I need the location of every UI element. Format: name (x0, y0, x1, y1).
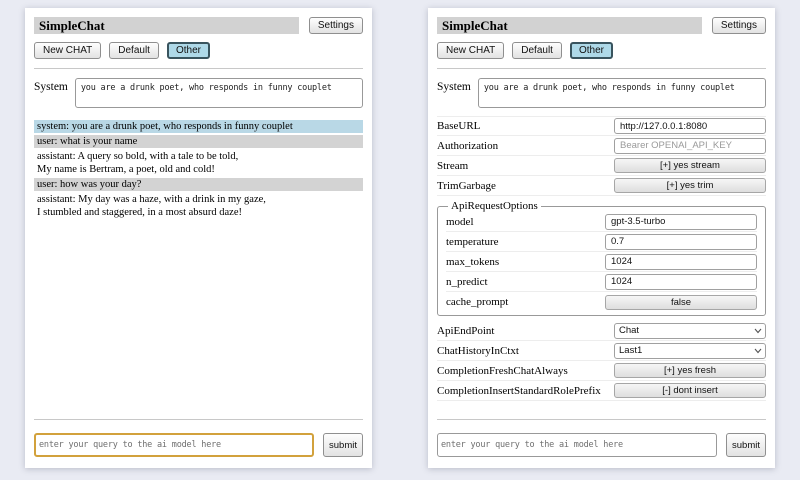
max-tokens-label: max_tokens (446, 255, 500, 268)
setting-row-max-tokens: max_tokens (446, 252, 757, 272)
apiendpoint-label: ApiEndPoint (437, 324, 495, 337)
trimgarbage-label: TrimGarbage (437, 179, 496, 192)
session-button-default[interactable]: Default (109, 42, 159, 59)
query-row: submit (34, 433, 363, 457)
temperature-input[interactable] (605, 233, 757, 250)
settings-panel: SimpleChat Settings New CHAT Default Oth… (428, 8, 775, 468)
chat-panel: SimpleChat Settings New CHAT Default Oth… (25, 8, 372, 468)
new-chat-button[interactable]: New CHAT (437, 42, 505, 59)
system-label: System (34, 81, 68, 93)
session-buttons: New CHAT Default Other (437, 42, 766, 59)
apiendpoint-select[interactable]: Chat (614, 322, 766, 339)
setting-row-n-predict: n_predict (446, 272, 757, 292)
chat-message-list: system: you are a drunk poet, who respon… (34, 120, 363, 221)
divider (437, 68, 766, 69)
settings-button[interactable]: Settings (308, 17, 363, 34)
divider (34, 419, 363, 420)
temperature-label: temperature (446, 235, 499, 248)
app-title: SimpleChat (437, 17, 702, 34)
completionfreshchatalways-toggle-button[interactable]: [+] yes fresh (614, 363, 766, 378)
completioninsertstandardroleprefix-toggle-button[interactable]: [-] dont insert (614, 383, 766, 398)
chat-message-user: user: how was your day? (34, 178, 363, 191)
completionfreshchatalways-label: CompletionFreshChatAlways (437, 364, 568, 377)
max-tokens-input[interactable] (605, 253, 757, 270)
setting-row-temperature: temperature (446, 232, 757, 252)
divider (437, 419, 766, 420)
chat-message-assistant: assistant: My day was a haze, with a dri… (37, 194, 266, 218)
cache-prompt-label: cache_prompt (446, 296, 509, 308)
new-chat-button[interactable]: New CHAT (34, 42, 102, 59)
session-buttons: New CHAT Default Other (34, 42, 363, 59)
apirequestoptions-legend: ApiRequestOptions (451, 200, 538, 212)
model-input[interactable] (605, 213, 757, 230)
system-prompt-row: System you are a drunk poet, who respond… (34, 78, 363, 108)
setting-row-authorization: Authorization (437, 136, 766, 156)
baseurl-input[interactable] (614, 118, 766, 134)
system-label: System (437, 81, 471, 93)
system-prompt-textarea[interactable]: you are a drunk poet, who responds in fu… (477, 78, 766, 108)
authorization-input[interactable] (614, 137, 766, 154)
chathistoryinctxt-select[interactable]: Last1 (614, 342, 766, 359)
settings-list: BaseURL Authorization Stream [+] yes str… (437, 116, 766, 401)
stream-toggle-button[interactable]: [+] yes stream (614, 158, 766, 173)
system-prompt-row: System you are a drunk poet, who respond… (437, 78, 766, 108)
cache-prompt-toggle-button[interactable]: false (605, 294, 757, 310)
setting-row-completionfreshchatalways: CompletionFreshChatAlways [+] yes fresh (437, 361, 766, 381)
chat-message-system: system: you are a drunk poet, who respon… (34, 120, 363, 133)
app-titlebar: SimpleChat Settings (34, 17, 363, 34)
model-label: model (446, 215, 474, 228)
spacer (437, 401, 766, 419)
app-titlebar: SimpleChat Settings (437, 17, 766, 34)
chat-message-assistant: assistant: A query so bold, with a tale … (37, 151, 239, 175)
setting-row-completioninsertstandardroleprefix: CompletionInsertStandardRolePrefix [-] d… (437, 381, 766, 401)
setting-row-stream: Stream [+] yes stream (437, 156, 766, 176)
setting-row-cache-prompt: cache_prompt false (446, 292, 757, 312)
setting-row-baseurl: BaseURL (437, 116, 766, 136)
trimgarbage-toggle-button[interactable]: [+] yes trim (614, 178, 766, 193)
apirequestoptions-fieldset: ApiRequestOptions model temperature max_… (437, 200, 766, 316)
n-predict-label: n_predict (446, 275, 488, 288)
completioninsertstandardroleprefix-label: CompletionInsertStandardRolePrefix (437, 384, 601, 397)
spacer (34, 221, 363, 419)
session-button-other[interactable]: Other (166, 42, 210, 59)
setting-row-model: model (446, 212, 757, 232)
baseurl-label: BaseURL (437, 120, 481, 132)
chat-message-user: user: what is your name (34, 135, 363, 148)
chathistoryinctxt-label: ChatHistoryInCtxt (437, 344, 519, 357)
submit-button[interactable]: submit (726, 433, 766, 457)
stream-label: Stream (437, 159, 469, 172)
settings-button[interactable]: Settings (711, 17, 766, 34)
authorization-label: Authorization (437, 139, 499, 152)
system-prompt-textarea[interactable]: you are a drunk poet, who responds in fu… (74, 78, 363, 108)
session-button-other[interactable]: Other (569, 42, 613, 59)
query-row: submit (437, 433, 766, 457)
setting-row-chathistoryinctxt: ChatHistoryInCtxt Last1 (437, 341, 766, 361)
submit-button[interactable]: submit (323, 433, 363, 457)
divider (34, 68, 363, 69)
user-query-input[interactable] (437, 433, 718, 457)
session-button-default[interactable]: Default (512, 42, 562, 59)
setting-row-apiendpoint: ApiEndPoint Chat (437, 321, 766, 341)
setting-row-trimgarbage: TrimGarbage [+] yes trim (437, 176, 766, 196)
app-title: SimpleChat (34, 17, 299, 34)
n-predict-input[interactable] (605, 273, 757, 290)
user-query-input[interactable] (34, 433, 315, 457)
